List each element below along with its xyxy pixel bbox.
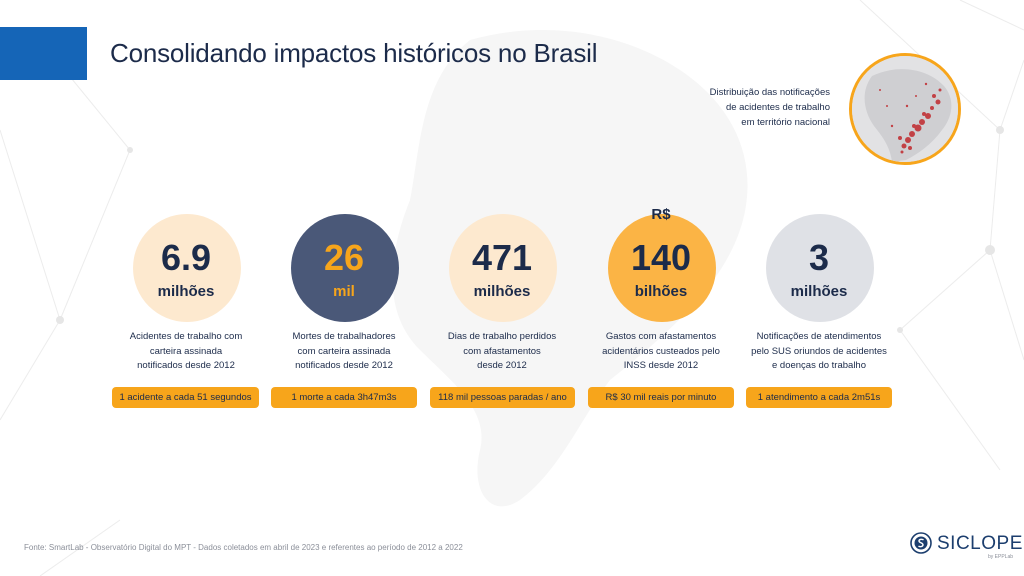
stat-description: Dias de trabalho perdidos com afastament… [422,330,582,374]
brazil-map-image [852,56,958,162]
stat-bubble [608,214,716,322]
slide-title: Consolidando impactos históricos no Bras… [110,38,598,68]
stat-description: Notificações de atendimentos pelo SUS or… [739,330,899,374]
stat-prefix: R$ [651,206,671,223]
description-line: com afastamentos [463,345,541,357]
description-line: desde 2012 [477,360,527,371]
description-line: carteira assinada [149,345,223,357]
logo-tagline: by EPPLab [988,554,1014,560]
stat-bubble [766,214,874,322]
description-line: com carteira assinada [297,345,391,357]
source-footnote: Fonte: SmartLab - Observatório Digital d… [24,543,463,552]
title-accent-bar [0,27,87,80]
stat-value: 3 [808,237,830,278]
description-line: Dias de trabalho perdidos [447,331,557,342]
stat-bubble [449,214,557,322]
description-line: Acidentes de trabalho com [129,331,243,342]
map-caption-line: Distribuição das notificações [709,87,830,98]
map-caption-line: de acidentes de trabalho [725,102,830,113]
stat-rate-pill: 1 atendimento a cada 2m51s [746,387,892,408]
logo-wordmark: SICLOPE [937,533,1023,554]
description-line: e doenças do trabalho [771,360,867,371]
stat-value: 140 [630,237,692,278]
description-line: Notificações de atendimentos [756,331,882,342]
stat-unit: milhões [473,283,531,300]
siclope-logo-icon [910,532,932,554]
stat-unit: bilhões [634,283,688,300]
description-line: notificados desde 2012 [295,360,393,371]
stat-rate-pill: R$ 30 mil reais por minuto [588,387,734,408]
stat-rate-pill: 1 morte a cada 3h47m3s [271,387,417,408]
map-caption-line: em território nacional [741,117,830,128]
stat-unit: milhões [157,283,215,300]
stat-rate-pill: 118 mil pessoas paradas / ano [430,387,575,408]
description-line: INSS desde 2012 [623,360,699,371]
stat-description: Mortes de trabalhadores com carteira ass… [264,330,424,374]
stat-value: 26 [323,237,365,278]
stat-unit: mil [333,283,355,300]
stat-bubble [133,214,241,322]
brazil-notifications-map [849,53,961,165]
description-line: Gastos com afastamentos [605,331,717,342]
map-caption: Distribuição das notificações de acident… [660,85,830,130]
stat-description: Gastos com afastamentos acidentários cus… [581,330,741,374]
description-line: Mortes de trabalhadores [292,331,396,342]
stat-unit: milhões [790,283,848,300]
stat-bubble [291,214,399,322]
stat-value: 6.9 [160,237,212,278]
stat-value: 471 [471,237,533,278]
stat-rate-pill: 1 acidente a cada 51 segundos [112,387,259,408]
description-line: pelo SUS oriundos de acidentes [751,345,887,357]
description-line: notificados desde 2012 [137,360,235,371]
description-line: acidentários custeados pelo [602,345,720,357]
stat-description: Acidentes de trabalho com carteira assin… [106,330,266,374]
